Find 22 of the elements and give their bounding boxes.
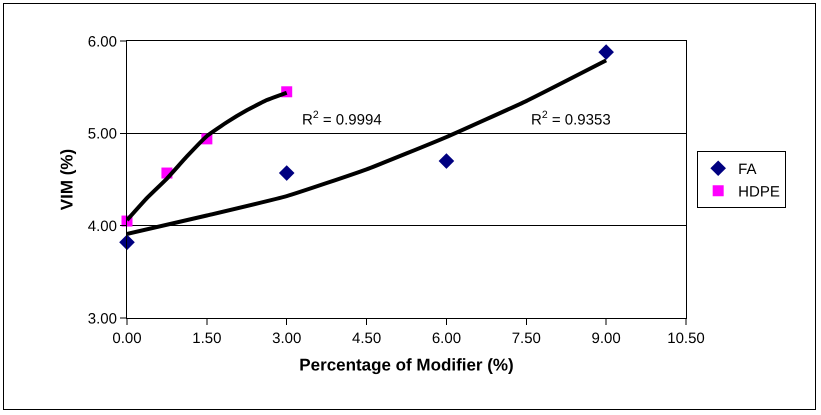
legend-label: HDPE [738,184,780,201]
x-tick-label: 7.50 [512,330,541,347]
x-tick-label: 6.00 [432,330,462,347]
x-tick-label: 10.50 [667,330,705,347]
annotation: R$^{2}$ = 0.9994 [302,109,382,128]
y-tick-label: 6.00 [88,33,117,50]
y-tick-label: 5.00 [88,126,117,143]
legend-label: FA [738,161,757,178]
x-tick-label: 3.00 [272,330,302,347]
annotation: R$^{2}$ = 0.9353 [531,109,611,128]
y-tick-label: 4.00 [88,218,117,235]
point [598,44,614,60]
point [278,165,295,181]
point [438,153,454,169]
point [119,234,135,250]
x-tick-label: 1.50 [192,330,222,347]
y-tick-label: 3.00 [88,310,117,328]
x-tick-label: 4.50 [352,330,382,347]
x-axis-title: Percentage of Modifier (%) [299,355,514,374]
x-tick-label: 9.00 [592,330,621,347]
x-tick-label: 0.00 [112,330,142,347]
y-axis-title: VIM (%) [57,148,76,210]
